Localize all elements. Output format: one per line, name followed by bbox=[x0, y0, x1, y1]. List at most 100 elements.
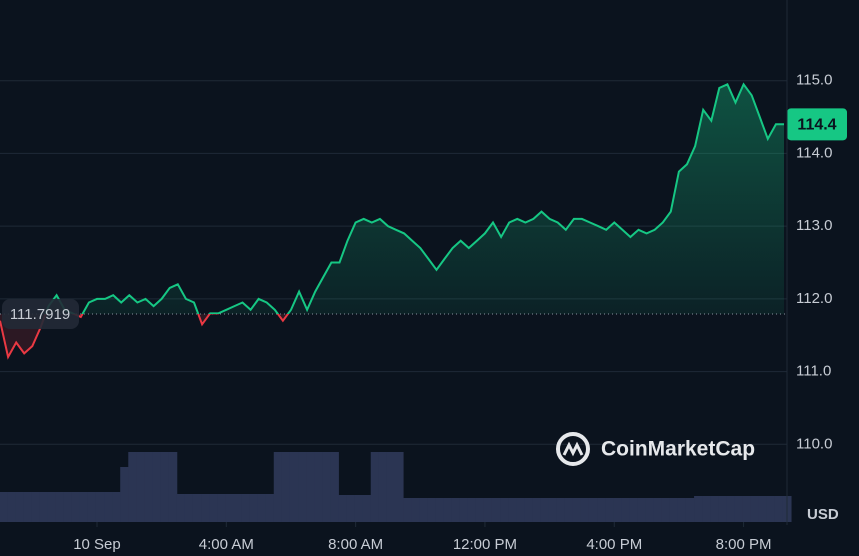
volume-bar bbox=[201, 494, 210, 522]
logo-mark bbox=[562, 441, 584, 457]
volume-bar bbox=[306, 452, 315, 522]
price-tag-label: 114.4 bbox=[797, 117, 836, 134]
volume-bar bbox=[233, 494, 242, 522]
watermark: CoinMarketCap bbox=[556, 432, 755, 466]
volume-bar bbox=[395, 452, 404, 522]
volume-bar bbox=[491, 498, 501, 522]
volume-bar bbox=[160, 452, 170, 522]
volume-bar bbox=[209, 494, 218, 522]
volume-bar bbox=[225, 494, 234, 522]
volume-bar bbox=[645, 498, 655, 522]
volume-bar bbox=[120, 467, 129, 522]
volume-bar bbox=[726, 496, 735, 522]
currency-label: USD bbox=[807, 506, 839, 523]
x-tick-label: 12:00 PM bbox=[453, 536, 517, 553]
volume-bar bbox=[241, 494, 251, 522]
volume-bar bbox=[758, 496, 768, 522]
volume-bar bbox=[152, 452, 162, 522]
volume-bar bbox=[184, 494, 194, 522]
volume-bar bbox=[55, 492, 65, 522]
volume-bar bbox=[217, 494, 226, 522]
volume-bar bbox=[23, 492, 32, 522]
x-tick-label: 8:00 AM bbox=[328, 536, 383, 553]
volume-bar bbox=[386, 452, 396, 522]
volume-bar bbox=[298, 452, 307, 522]
volume-bar bbox=[257, 494, 267, 522]
volume-bar bbox=[524, 498, 533, 522]
volume-bar bbox=[774, 496, 784, 522]
y-tick-label: 111.0 bbox=[796, 363, 831, 380]
volume-bar bbox=[500, 498, 509, 522]
volume-bar bbox=[192, 494, 202, 522]
area-up bbox=[0, 84, 784, 314]
volume-bar bbox=[79, 492, 89, 522]
x-tick-label: 4:00 PM bbox=[586, 536, 642, 553]
volume-bar bbox=[710, 496, 719, 522]
volume-bar bbox=[540, 498, 550, 522]
volume-bar bbox=[265, 494, 275, 522]
volume-bar bbox=[71, 492, 81, 522]
volume-bar bbox=[128, 452, 137, 522]
volume-bar bbox=[483, 498, 493, 522]
volume-bar bbox=[653, 498, 663, 522]
volume-bar bbox=[467, 498, 477, 522]
volume-bar bbox=[580, 498, 590, 522]
logo bbox=[556, 432, 590, 466]
volume-bar bbox=[459, 498, 469, 522]
volume-bar bbox=[411, 498, 420, 522]
volume-bar bbox=[63, 492, 73, 522]
price-line-up bbox=[44, 82, 784, 314]
volume-bar bbox=[605, 498, 614, 522]
volume-bar bbox=[15, 492, 24, 522]
volume-bar bbox=[742, 496, 752, 522]
volume-bar bbox=[629, 498, 638, 522]
volume-bar bbox=[532, 498, 541, 522]
price-tag bbox=[787, 108, 847, 141]
volume-bar bbox=[370, 452, 380, 522]
volume-bar bbox=[556, 498, 566, 522]
y-tick-label: 110.0 bbox=[796, 435, 832, 452]
volume-bar bbox=[419, 498, 428, 522]
volume-bar bbox=[403, 498, 412, 522]
volume-bar bbox=[548, 498, 558, 522]
volume-bar bbox=[314, 452, 323, 522]
volume-bar bbox=[378, 452, 388, 522]
volume-bar bbox=[289, 452, 299, 522]
volume-bar bbox=[766, 496, 776, 522]
y-tick-label: 112.0 bbox=[796, 290, 832, 307]
watermark-text: CoinMarketCap bbox=[601, 438, 755, 461]
volume-bar bbox=[588, 498, 598, 522]
volume-bar bbox=[362, 495, 372, 522]
volume-bar bbox=[104, 492, 113, 522]
volume-bar bbox=[346, 495, 356, 522]
volume-bar bbox=[718, 496, 727, 522]
y-tick-label: 114.0 bbox=[796, 144, 832, 161]
volume-bar bbox=[273, 452, 283, 522]
volume-bar bbox=[354, 495, 364, 522]
volume-bar bbox=[443, 498, 453, 522]
volume-bar bbox=[621, 498, 630, 522]
volume-bar bbox=[322, 452, 331, 522]
volume-bar bbox=[702, 496, 711, 522]
baseline-label-bg bbox=[2, 298, 79, 329]
volume-bar bbox=[0, 492, 8, 522]
volume-bar bbox=[508, 498, 517, 522]
volume-bar bbox=[95, 492, 105, 522]
volume-bar bbox=[136, 452, 145, 522]
volume-bar bbox=[669, 498, 679, 522]
volume-bar bbox=[144, 452, 154, 522]
volume-bar bbox=[168, 452, 178, 522]
volume-bar bbox=[572, 498, 582, 522]
x-tick-label: 8:00 PM bbox=[716, 536, 772, 553]
volume-bar bbox=[427, 498, 436, 522]
volume-bar bbox=[281, 452, 291, 522]
y-tick-label: 115.0 bbox=[796, 72, 832, 89]
volume-bar bbox=[685, 498, 695, 522]
baseline-label: 111.7919 bbox=[10, 306, 70, 323]
volume-bar bbox=[176, 494, 186, 522]
volume-bar bbox=[734, 496, 744, 522]
volume-bar bbox=[661, 498, 671, 522]
volume-bar bbox=[249, 494, 259, 522]
volume-bar bbox=[694, 496, 703, 522]
